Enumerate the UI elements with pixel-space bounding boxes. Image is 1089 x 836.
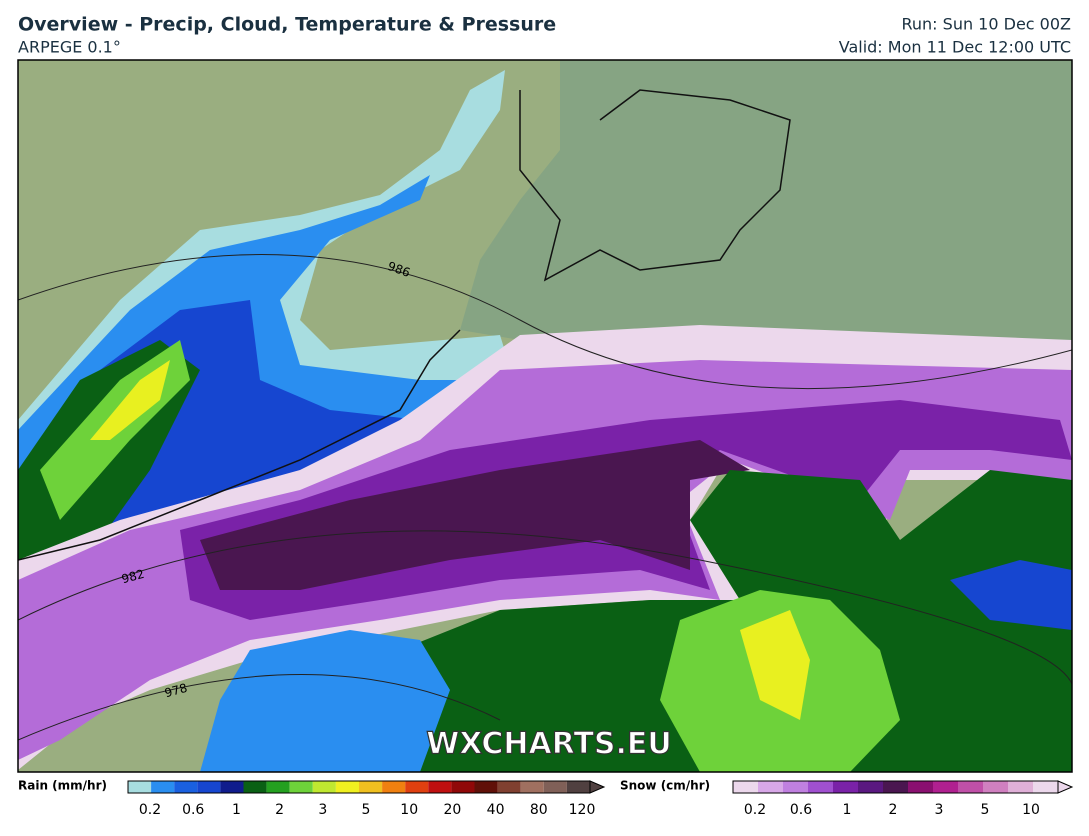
snow-bar [933, 781, 958, 793]
rain-bar [151, 781, 175, 793]
rain-blue-e [950, 560, 1072, 630]
rain-bar [405, 781, 429, 793]
rain-bar [289, 781, 313, 793]
snow-bar-end [1057, 780, 1074, 794]
rain-bar [359, 781, 383, 793]
snow-bar [908, 781, 933, 793]
rain-tick-label: 5 [362, 802, 371, 818]
rain-tick-label: 3 [318, 802, 327, 818]
snow-bar [983, 781, 1008, 793]
rain-bar [128, 781, 152, 793]
rain-bar [543, 781, 567, 793]
rain-tick-label: 40 [487, 802, 505, 818]
map: 986 982 978 WXCHARTS.EU [18, 60, 1072, 772]
rain-bar [312, 781, 336, 793]
rain-tick-label: 0.6 [182, 802, 204, 818]
rain-tick-label: 0.2 [139, 802, 161, 818]
snow-bar [833, 781, 858, 793]
snow-bar [1008, 781, 1033, 793]
isobar [18, 674, 501, 741]
rain-yellow-se [740, 610, 810, 720]
rain-tick-label: 1 [232, 802, 241, 818]
snow-tick-label: 0.6 [790, 802, 812, 818]
isobar-label: 978 [163, 681, 189, 700]
rain-bar [220, 781, 244, 793]
rain-tick-label: 20 [443, 802, 461, 818]
snow-tick-label: 10 [1022, 802, 1040, 818]
rain-bar [497, 781, 521, 793]
rain-tick-label: 80 [530, 802, 548, 818]
snow-tick-label: 1 [843, 802, 852, 818]
snow-bar [758, 781, 783, 793]
snow-tick-label: 0.2 [744, 802, 766, 818]
rain-bar [197, 781, 221, 793]
model: ARPEGE 0.1° [18, 38, 121, 57]
snow-bar [883, 781, 908, 793]
rain-blue-s [200, 630, 450, 772]
snow-tick-label: 3 [935, 802, 944, 818]
rain-bar [266, 781, 290, 793]
rain-bar [566, 781, 590, 793]
valid: Valid: Mon 11 Dec 12:00 UTC [839, 38, 1071, 57]
rain-bar [520, 781, 544, 793]
snow-bar [1033, 781, 1058, 793]
rain-bar [451, 781, 475, 793]
snow-tick-label: 2 [889, 802, 898, 818]
snow-bar [858, 781, 883, 793]
rain-bar [174, 781, 198, 793]
isobar [18, 530, 1072, 700]
isobar-label: 982 [120, 567, 146, 586]
snow-bar [958, 781, 983, 793]
snow-tick-label: 5 [981, 802, 990, 818]
rain-bar [335, 781, 359, 793]
rain-tick-label: 10 [400, 802, 418, 818]
coastline [519, 89, 791, 282]
snow-bar [783, 781, 808, 793]
rain-bar [428, 781, 452, 793]
run: Run: Sun 10 Dec 00Z [902, 15, 1072, 34]
snow-bar [808, 781, 833, 793]
coastline [18, 329, 461, 561]
snow-bar-frame [732, 780, 1059, 794]
title: Overview - Precip, Cloud, Temperature & … [18, 14, 556, 36]
rain-bar [474, 781, 498, 793]
map-frame [17, 59, 1073, 773]
rain-legend-title: Rain (mm/hr) [18, 779, 107, 793]
rain-tick-label: 120 [569, 802, 596, 818]
legend: 0.2 0.6 1 2 3 5 10 20 40 80 120 0.2 0.6 1 2 3 5 10 [127, 780, 1074, 818]
snow-bar [733, 781, 758, 793]
watermark: WXCHARTS.EU [426, 727, 672, 762]
snow-heavy [200, 440, 750, 590]
rain-bar-end [589, 780, 606, 794]
rain-bar-frame [127, 780, 591, 794]
cloud [460, 60, 1072, 345]
snow-legend-title: Snow (cm/hr) [620, 779, 710, 793]
rain-bar [243, 781, 267, 793]
rain-tick-label: 2 [275, 802, 284, 818]
rain-bar [382, 781, 406, 793]
isobar [18, 254, 1072, 390]
rain-yellow [90, 360, 170, 440]
